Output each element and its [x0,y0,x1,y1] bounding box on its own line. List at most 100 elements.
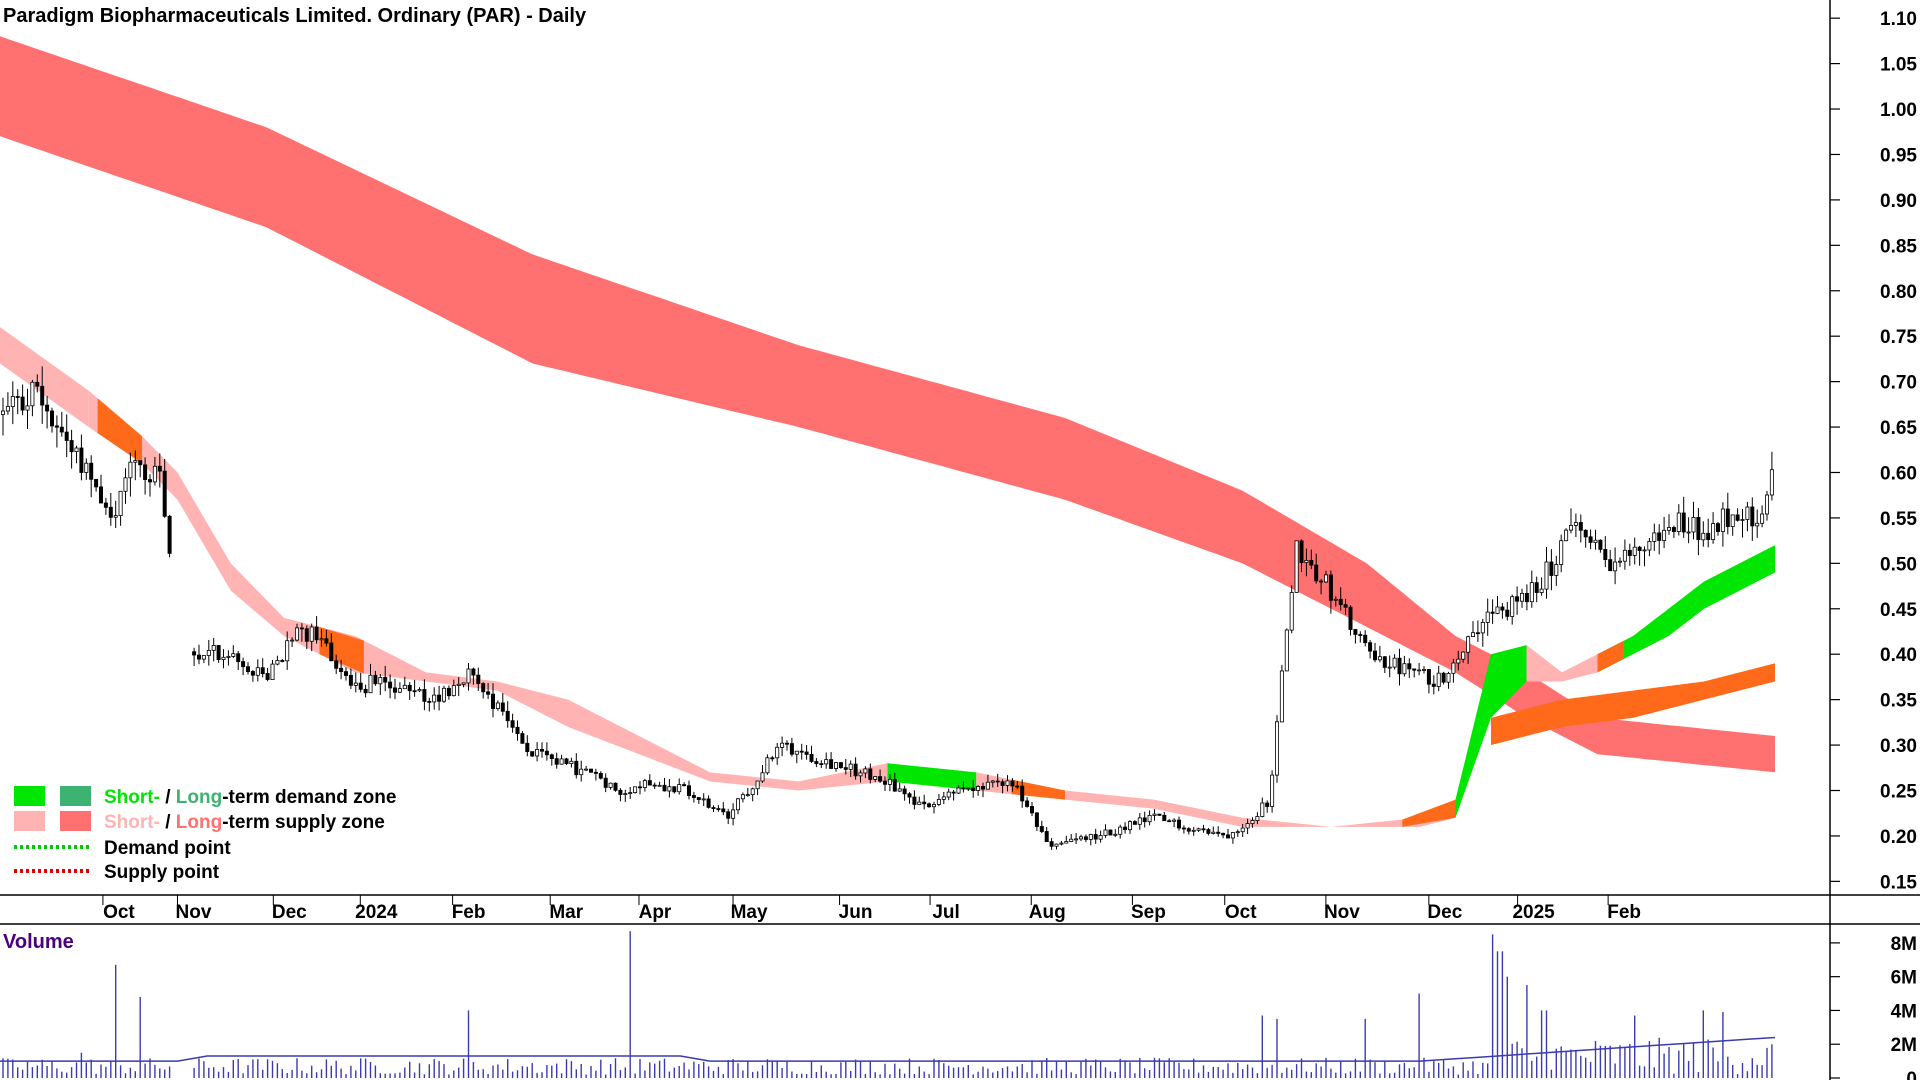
candle-body [1569,525,1574,531]
candle-body [299,627,304,630]
candle-body [897,788,902,792]
candle-body [1230,832,1235,839]
short-term-zone-segment [177,472,231,591]
candle-body [892,779,897,792]
price-tick-label: 0.30 [1880,736,1917,757]
short-term-zone-segment [355,636,426,682]
candle-body [1598,539,1603,550]
candle-body [1054,843,1059,847]
candle-body [652,784,657,787]
price-tick-label: 1.10 [1880,9,1917,30]
short-term-zone-segment [230,563,284,636]
candle-body [716,808,721,810]
candle-body [530,751,535,757]
price-tick-label: 0.55 [1880,509,1917,530]
candle-body [883,780,888,785]
candle-body [1387,666,1392,669]
candle-body [1039,826,1044,832]
candle-body [339,667,344,672]
price-axis: 1.10 1.05 1.00 0.95 0.90 0.85 0.80 0.75 0.70 0.65… [1830,9,1917,893]
candle-body [1510,596,1515,617]
long-term-zone-orange [1491,663,1775,746]
candle-body [657,784,662,787]
legend-supply-zone: Short- / Long-term supply zone [104,812,385,833]
price-tick-label: 0.65 [1880,418,1917,439]
candle-body [1235,831,1240,834]
candle-body [1515,596,1520,602]
candle-body [1181,827,1186,830]
candle-body [887,779,892,785]
short-term-zone-segment [1242,817,1332,827]
candle-body [1436,672,1441,687]
price-tick-label: 0.45 [1880,600,1917,621]
candle-body [1172,819,1177,822]
candle-body [329,642,334,662]
candle-body [932,804,937,808]
candle-body [1534,582,1539,593]
candle-body [1765,494,1770,515]
candle-body [1113,833,1118,836]
candle-body [1622,549,1627,562]
candle-body [1167,820,1172,823]
short-term-zone-segment [568,699,639,755]
candle-body [1559,540,1564,565]
candle-body [1549,561,1554,576]
candle-body [108,506,113,518]
candle-body [559,758,564,765]
candle-body [79,447,84,473]
candle-body [1250,820,1255,824]
candle-body [672,786,677,793]
candle-body [1730,514,1735,528]
candle-body [1603,549,1608,561]
candle-body [1226,834,1231,839]
candle-body [1123,826,1128,830]
candle-body [270,663,275,680]
candle-body [152,465,157,483]
candle-body [54,425,59,428]
candle-body [1618,560,1623,563]
candle-body [721,808,726,813]
candle-body [1206,829,1211,834]
candle-body [628,792,633,794]
short-term-zone-segment [1526,645,1562,682]
candle-body [618,789,623,795]
candle-body [490,693,495,709]
candle-body [236,653,241,663]
candle-body [799,750,804,753]
candle-body [35,381,40,387]
candle-body [147,479,152,483]
candle-body [706,798,711,808]
candle-body [1279,670,1284,723]
candle-body [368,674,373,694]
candle-body [245,666,250,673]
candle-body [873,776,878,780]
candle-body [1098,835,1103,840]
candle-body [1353,629,1358,635]
candle-body [64,431,69,441]
candle-body [1270,774,1275,807]
candle-body [1392,657,1397,668]
candle-body [1074,838,1079,841]
candle-body [466,668,471,684]
candle-body [285,640,290,662]
candle-body [290,639,295,642]
candle-body [785,742,790,745]
candle-body [1760,513,1765,524]
candle-body [1662,529,1667,541]
candle-body [309,626,314,642]
candle-body [995,780,1000,783]
candle-body [1564,529,1569,542]
candle-body [1333,598,1338,601]
candle-body [520,733,525,744]
candle-body [1049,841,1054,847]
candle-body [1671,527,1676,532]
candle-body [412,690,417,693]
candle-body [84,462,89,473]
candle-body [1676,512,1681,532]
candle-body [69,440,74,453]
candle-body [1500,606,1505,611]
date-tick-label: Aug [1029,902,1066,923]
short-term-zone-segment [0,327,89,428]
candle-body [1691,517,1696,533]
candle-body [1000,781,1005,786]
